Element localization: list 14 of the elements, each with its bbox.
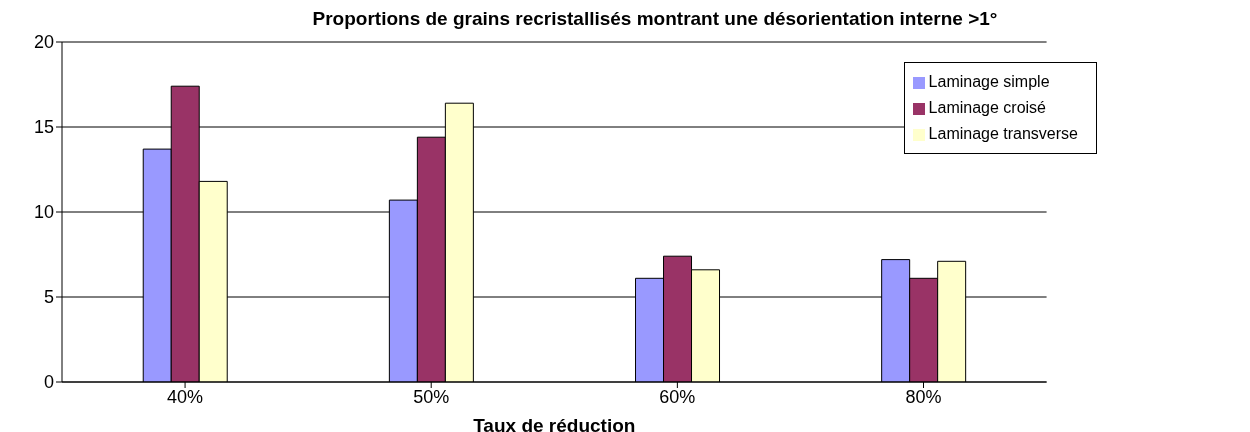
legend-label: Laminage croisé	[928, 99, 1046, 116]
y-tick-label: 15	[33, 117, 54, 138]
legend-label: Laminage transverse	[928, 125, 1078, 142]
y-tick-label: 20	[33, 32, 54, 53]
x-tick-label: 80%	[905, 386, 942, 407]
chart-title: Proportions de grains recristallisés montrant une désorientation interne >1°	[311, 8, 999, 31]
x-tick-label: 40%	[167, 386, 204, 407]
y-tick-label: 5	[43, 287, 54, 308]
x-tick-label: 50%	[413, 386, 450, 407]
x-axis-title: Taux de réduction	[473, 415, 636, 432]
x-tick-label: 60%	[659, 386, 696, 407]
y-tick-label: 10	[33, 202, 54, 223]
y-tick-label: 0	[43, 372, 54, 393]
legend-label: Laminage simple	[928, 73, 1050, 90]
